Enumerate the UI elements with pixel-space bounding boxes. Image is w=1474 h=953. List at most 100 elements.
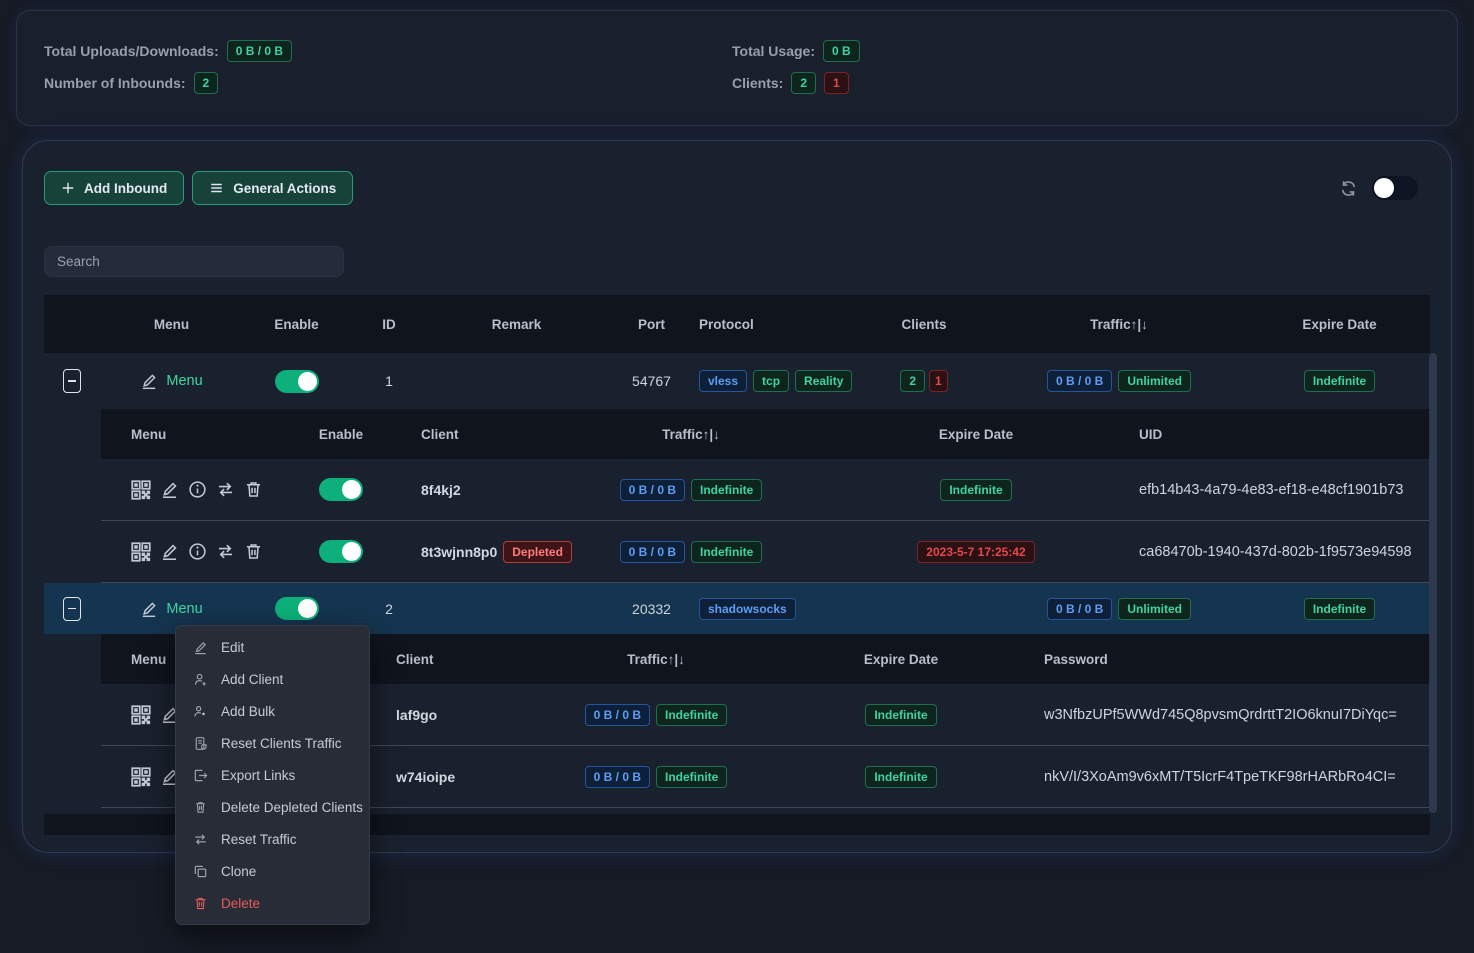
sub-header-client: Client [391,427,561,442]
search-input[interactable] [44,246,344,277]
traffic-limit-badge: Indefinite [656,704,727,726]
row-menu-button[interactable]: Menu [140,372,202,390]
inbound-traffic: 0 B / 0 B Unlimited [989,598,1249,620]
general-actions-button[interactable]: General Actions [192,171,353,205]
expire-badge: Indefinite [1304,370,1375,392]
inbound-row-1: Menu 1 54767 vless tcp Reality 2 1 0 B / [44,353,1430,409]
stat-number-of-inbounds: Number of Inbounds: 2 [44,67,732,99]
traffic-badge: 0 B / 0 B [1047,598,1112,620]
menu-item-reset-clients-traffic[interactable]: Reset Clients Traffic [176,727,369,759]
header-protocol: Protocol [699,317,859,332]
qr-code-icon[interactable] [131,480,151,500]
client-row: 8t3wjnn8p0 Depleted 0 B / 0 B Indefinite… [101,521,1430,583]
client-enable-toggle[interactable] [319,540,363,563]
client-actions [101,542,291,562]
qr-code-icon[interactable] [131,767,151,787]
client-name: w74ioipe [396,769,455,785]
menu-item-add-bulk[interactable]: Add Bulk [176,695,369,727]
sub-header-traffic[interactable]: Traffic↑|↓ [561,427,821,442]
traffic-badge: 0 B / 0 B [585,766,650,788]
stat-value-badge: 0 B [823,40,860,62]
collapse-row-button[interactable] [63,369,81,393]
client-name: laf9go [396,707,437,723]
menu-item-delete-depleted-clients[interactable]: Delete Depleted Clients [176,791,369,823]
delete-depleted-icon [193,800,208,815]
client-traffic: 0 B / 0 B Indefinite [511,704,801,726]
row-menu-label: Menu [166,601,202,617]
client-enable-toggle[interactable] [319,478,363,501]
menu-item-export-links[interactable]: Export Links [176,759,369,791]
menu-item-reset-traffic[interactable]: Reset Traffic [176,823,369,855]
edit-pencil-icon [140,372,158,390]
reset-clients-traffic-icon [193,736,208,751]
stat-label: Total Usage: [732,43,815,59]
toggle-knob [1374,178,1394,198]
traffic-badge: 0 B / 0 B [585,704,650,726]
add-user-icon [193,672,208,687]
menu-item-delete[interactable]: Delete [176,887,369,919]
inbound-context-menu: Edit Add Client Add Bulk Reset Clients T… [175,625,370,925]
client-traffic: 0 B / 0 B Indefinite [561,479,821,501]
stat-value-badge: 2 [194,72,219,94]
client-name: 8t3wjnn8p0 [421,544,497,560]
client-row: 8f4kj2 0 B / 0 B Indefinite Indefinite e… [101,459,1430,521]
protocol-badge: shadowsocks [699,598,796,620]
header-enable: Enable [244,317,349,332]
stat-label: Number of Inbounds: [44,75,186,91]
sub-header-menu: Menu [101,427,291,442]
traffic-badge: 0 B / 0 B [1047,370,1112,392]
toolbar-right [1339,176,1430,200]
reset-traffic-icon [193,832,208,847]
stat-total-uploads-downloads: Total Uploads/Downloads: 0 B / 0 B [44,35,732,67]
info-icon[interactable] [188,480,207,499]
qr-code-icon[interactable] [131,705,151,725]
inbound-id: 1 [349,373,429,389]
delete-client-icon[interactable] [244,542,263,561]
header-remark: Remark [429,317,604,332]
menu-item-add-client[interactable]: Add Client [176,663,369,695]
refresh-icon[interactable] [1339,179,1358,198]
sub-header-traffic[interactable]: Traffic↑|↓ [511,652,801,667]
add-bulk-users-icon [193,704,208,719]
sub-header-expire: Expire Date [801,652,1001,667]
add-inbound-button[interactable]: Add Inbound [44,171,184,205]
clone-icon [193,864,208,879]
menu-item-clone[interactable]: Clone [176,855,369,887]
traffic-limit-badge: Unlimited [1118,370,1191,392]
stat-clients: Clients: 2 1 [732,67,1430,99]
info-icon[interactable] [188,542,207,561]
clients-depleted-badge: 1 [824,72,849,94]
table-scrollbar[interactable] [1429,353,1437,813]
collapse-row-button[interactable] [63,597,81,621]
edit-pencil-icon [193,640,208,655]
delete-client-icon[interactable] [244,480,263,499]
enable-toggle[interactable] [275,370,319,393]
add-inbound-label: Add Inbound [84,181,167,196]
traffic-limit-badge: Indefinite [691,541,762,563]
traffic-limit-badge: Unlimited [1118,598,1191,620]
edit-pencil-icon[interactable] [160,542,179,561]
reset-traffic-icon[interactable] [216,480,235,499]
header-traffic[interactable]: Traffic↑|↓ [989,317,1249,332]
clients-active-badge: 2 [900,370,925,392]
reset-traffic-icon[interactable] [216,542,235,561]
expire-badge: Indefinite [1304,598,1375,620]
dark-mode-toggle[interactable] [1372,176,1418,200]
qr-code-icon[interactable] [131,542,151,562]
row-menu-label: Menu [166,373,202,389]
edit-pencil-icon[interactable] [160,480,179,499]
protocol-badge: Reality [795,370,852,392]
plus-icon [61,181,75,195]
inbounds-page: Total Uploads/Downloads: 0 B / 0 B Total… [0,0,1474,953]
export-links-icon [193,768,208,783]
subtable-header-row: Menu Enable Client Traffic↑|↓ Expire Dat… [101,409,1430,459]
client-uid: ca68470b-1940-437d-802b-1f9573e94598 [1139,544,1412,560]
row-menu-button[interactable]: Menu [140,600,202,618]
protocol-badge: tcp [753,370,789,392]
menu-item-edit[interactable]: Edit [176,631,369,663]
expire-badge: Indefinite [865,766,936,788]
client-name: 8f4kj2 [421,482,461,498]
inbound-protocols: shadowsocks [699,598,859,620]
enable-toggle[interactable] [275,597,319,620]
sub-header-client: Client [351,652,511,667]
